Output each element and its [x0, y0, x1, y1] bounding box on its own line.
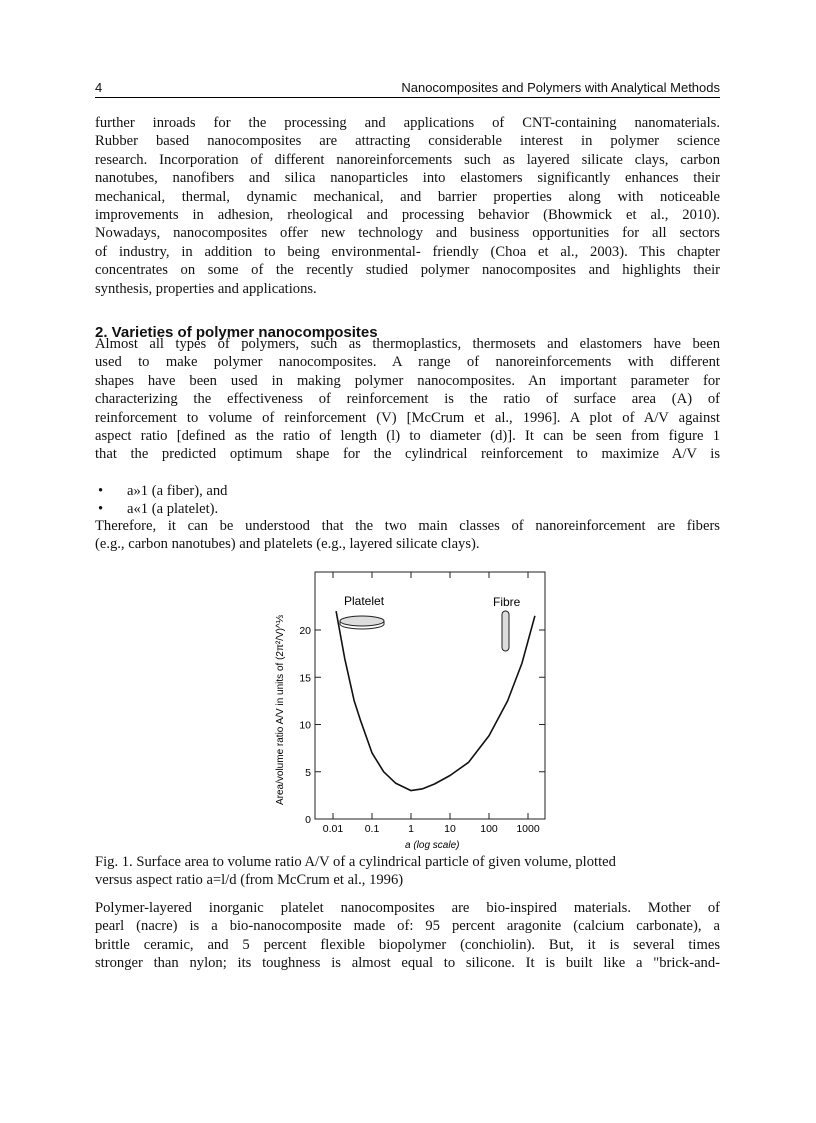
text-line: concentrates on some of the recently stu… [95, 262, 720, 279]
y-tick-label: 10 [299, 720, 311, 732]
platelet-edge [339, 621, 385, 630]
text-line: reinforcement to volume of reinforcement… [95, 409, 720, 426]
x-axis-label: a (log scale) [405, 840, 459, 851]
text-line: characterizing the effectiveness of rein… [95, 391, 720, 408]
x-tick-label: 10 [444, 823, 456, 835]
y-tick-label: 20 [299, 625, 311, 637]
platelet-shape [339, 615, 385, 627]
text-line: of industry, in addition to being enviro… [95, 243, 720, 260]
text-line: used to make polymer nanocomposites. A r… [95, 354, 720, 371]
x-tick-label: 100 [480, 823, 498, 835]
text-line: brittle ceramic, and 5 percent flexible … [95, 936, 720, 953]
fibre-shape [501, 610, 510, 652]
text-line: that the predicted optimum shape for the… [95, 446, 720, 463]
text-line: further inroads for the processing and a… [95, 115, 720, 131]
x-tick-label: 1000 [516, 823, 540, 835]
text-line: research. Incorporation of different nan… [95, 151, 720, 168]
text-line: pearl (nacre) is a bio-nanocomposite mad… [95, 918, 720, 935]
text-line: synthesis, properties and applications. [95, 280, 317, 297]
annotation-platelet: Platelet [344, 594, 385, 608]
text-line: shapes have been used in making polymer … [95, 372, 720, 389]
text-line: stronger than nylon; its toughness is al… [95, 955, 720, 972]
text-line: Nowadays, nanocomposites offer new techn… [95, 225, 720, 242]
text-line: aspect ratio [defined as the ratio of le… [95, 428, 720, 444]
text-line: Polymer-layered inorganic platelet nanoc… [95, 900, 720, 916]
text-line: mechanical, thermal, dynamic mechanical,… [95, 188, 720, 205]
book-title: Nanocomposites and Polymers with Analyti… [401, 80, 720, 95]
page-number: 4 [95, 80, 103, 95]
text-line: Therefore, it can be understood that the… [95, 518, 720, 534]
x-tick-label: 1 [408, 823, 414, 835]
section-heading: 2. Varieties of polymer nanocomposites [95, 324, 378, 341]
series-curve [335, 610, 536, 792]
text-line: nanotubes, nanofibers and silica nanopar… [95, 170, 720, 187]
y-axis-label: Area/volume ratio A/V in units of (2π²/V… [275, 614, 286, 805]
x-tick-label: 0.1 [365, 823, 380, 835]
plot-frame [314, 571, 546, 820]
x-tick-label: 0.01 [323, 823, 344, 835]
text-line: Rubber based nanocomposites are attracti… [95, 133, 720, 150]
y-tick-label: 0 [305, 814, 311, 826]
text-line: versus aspect ratio a=l/d (from McCrum e… [95, 872, 404, 889]
annotation-fibre: Fibre [493, 595, 521, 609]
y-tick-label: 5 [305, 767, 311, 779]
y-tick-label: 15 [299, 672, 311, 684]
text-line: (e.g., carbon nanotubes) and platelets (… [95, 536, 480, 553]
text-line: Almost all types of polymers, such as th… [95, 336, 720, 352]
running-header: 4 Nanocomposites and Polymers with Analy… [95, 80, 720, 98]
text-line: Fig. 1. Surface area to volume ratio A/V… [95, 854, 616, 870]
text-line: improvements in adhesion, rheological an… [95, 207, 720, 223]
